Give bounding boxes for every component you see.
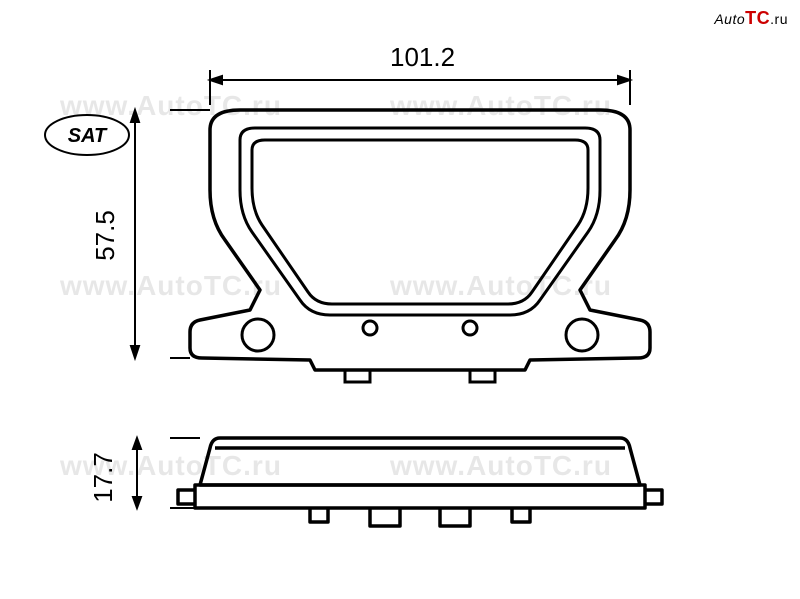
brake-pad-side-view <box>170 430 670 540</box>
drawing-canvas: www.AutoTC.ru www.AutoTC.ru www.AutoTC.r… <box>0 0 800 599</box>
dimension-thickness-line <box>115 435 160 515</box>
dimension-width: 101.2 <box>390 42 455 73</box>
brake-pad-front-view <box>170 70 670 400</box>
dimension-height: 57.5 <box>90 210 121 261</box>
source-url: AutoTC.ru <box>714 8 788 29</box>
svg-text:SAT: SAT <box>68 125 108 147</box>
dimension-thickness: 17.7 <box>88 452 119 503</box>
